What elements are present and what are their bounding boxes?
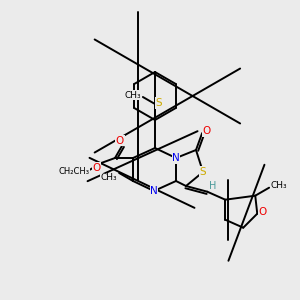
Text: S: S (156, 98, 162, 108)
Text: S: S (200, 167, 206, 177)
Text: CH₃: CH₃ (101, 173, 118, 182)
Text: CH₂CH₃: CH₂CH₃ (58, 167, 89, 176)
Text: N: N (150, 186, 158, 196)
Text: CH₃: CH₃ (124, 91, 141, 100)
Text: O: O (258, 207, 266, 217)
Text: CH₃: CH₃ (271, 181, 287, 190)
Text: H: H (208, 181, 216, 191)
Text: O: O (202, 126, 210, 136)
Text: O: O (116, 136, 124, 146)
Text: N: N (172, 153, 180, 163)
Text: O: O (93, 163, 101, 173)
